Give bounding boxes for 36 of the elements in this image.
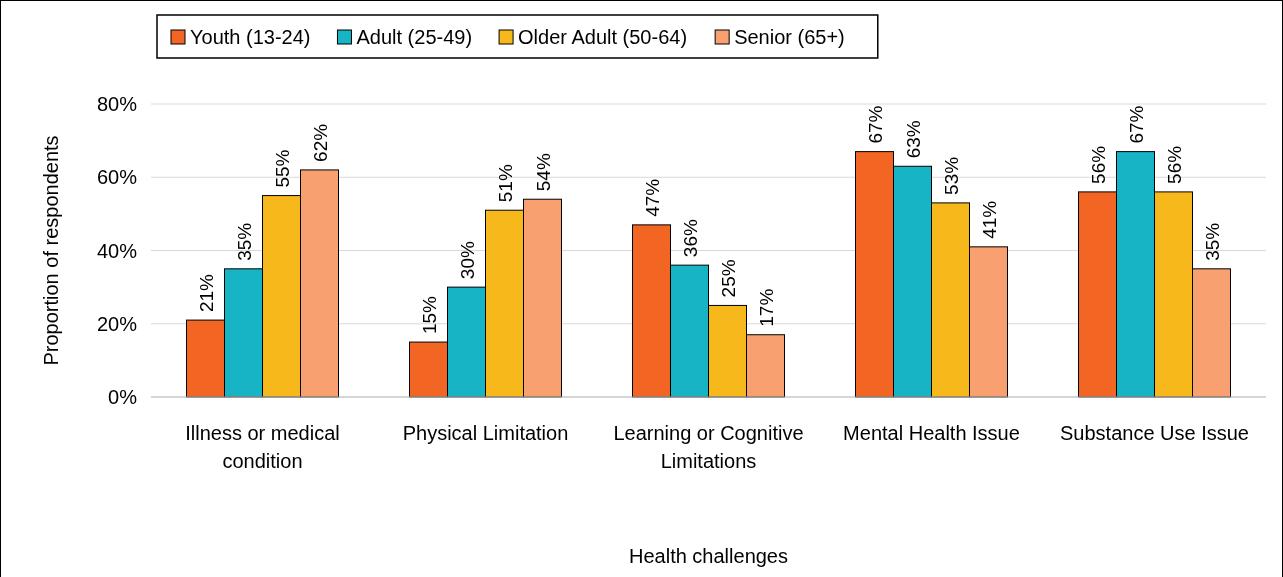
data-label: 35% xyxy=(1201,222,1223,261)
data-label: 67% xyxy=(864,105,886,144)
data-label: 47% xyxy=(641,178,663,217)
data-label: 67% xyxy=(1125,105,1147,144)
data-label: 17% xyxy=(755,288,777,327)
legend-label: Older Adult (50-64) xyxy=(518,26,688,48)
data-label: 53% xyxy=(940,156,962,195)
data-label: 21% xyxy=(195,273,217,313)
data-label: 41% xyxy=(978,200,1000,239)
data-label: 15% xyxy=(418,295,440,335)
legend-label: Youth (13-24) xyxy=(190,26,311,48)
x-axis-title: Health challenges xyxy=(629,545,788,567)
y-tick-label: 20% xyxy=(96,312,138,335)
data-label: 56% xyxy=(1087,145,1109,184)
y-tick-label: 0% xyxy=(108,386,138,408)
legend-label: Senior (65+) xyxy=(734,26,845,48)
data-label: 55% xyxy=(271,149,293,188)
data-label: 36% xyxy=(679,219,701,258)
data-label: 25% xyxy=(717,259,739,298)
x-tick-label: Illness or medical condition xyxy=(185,422,340,472)
y-tick-label: 80% xyxy=(96,93,138,115)
data-label: 63% xyxy=(902,120,924,159)
x-tick-label: Substance Use Issue xyxy=(1060,422,1249,444)
x-tick-label: Mental Health Issue xyxy=(843,422,1020,444)
y-axis-title: Proportion of respondents xyxy=(40,135,62,366)
data-label: 54% xyxy=(532,153,554,192)
y-tick-label: 60% xyxy=(96,166,138,189)
data-label: 30% xyxy=(456,240,478,280)
data-label: 35% xyxy=(233,222,255,261)
data-label: 51% xyxy=(494,164,516,203)
x-tick-label: Learning or Cognitive Limitations xyxy=(613,422,804,472)
data-label: 56% xyxy=(1163,145,1185,184)
y-tick-label: 40% xyxy=(96,239,138,262)
x-tick-label: Physical Limitation xyxy=(402,422,569,444)
legend-label: Adult (25-49) xyxy=(356,26,473,48)
data-label: 62% xyxy=(309,123,331,162)
